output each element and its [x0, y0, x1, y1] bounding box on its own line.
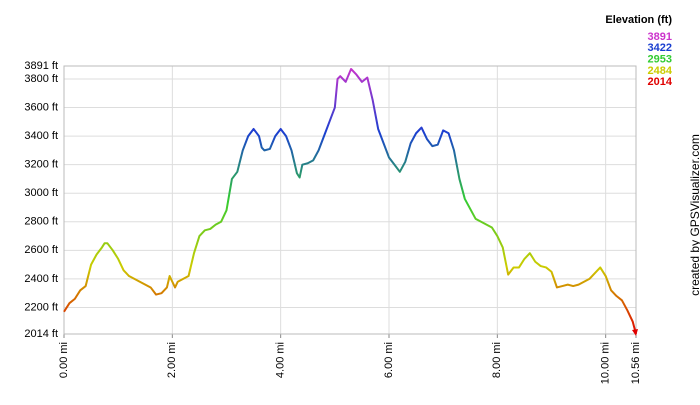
end-marker	[632, 329, 638, 336]
x-tick-label: 6.00 mi	[383, 342, 395, 378]
legend-value: 3422	[648, 42, 672, 54]
x-tick-label: 10.56 mi	[630, 342, 642, 384]
y-tick-label: 3200 ft	[24, 159, 58, 171]
legend-value: 2953	[648, 54, 672, 66]
credit: created by GPSVisualizer.com	[688, 134, 700, 296]
y-tick-label: 3600 ft	[24, 101, 58, 113]
y-tick-label: 3891 ft	[24, 60, 58, 72]
x-tick-label: 4.00 mi	[275, 342, 287, 378]
y-tick-label: 3800 ft	[24, 73, 58, 85]
legend-value: 2014	[648, 76, 673, 88]
y-tick-label: 2200 ft	[24, 301, 58, 313]
legend-value: 2484	[648, 65, 673, 77]
legend-value: 3891	[648, 31, 672, 43]
x-tick-label: 10.00 mi	[600, 342, 612, 384]
plot-border	[63, 65, 637, 335]
x-tick-label: 8.00 mi	[491, 342, 503, 378]
legend-title: Elevation (ft)	[605, 14, 672, 26]
y-tick-label: 2600 ft	[24, 244, 58, 256]
x-tick-label: 2.00 mi	[166, 342, 178, 378]
x-tick-label: 0.00 mi	[58, 342, 70, 378]
y-tick-label: 2014 ft	[24, 328, 58, 340]
y-tick-label: 2400 ft	[24, 273, 58, 285]
y-tick-label: 2800 ft	[24, 216, 58, 228]
y-tick-label: 3000 ft	[24, 187, 58, 199]
elevation-line	[63, 68, 637, 335]
y-tick-label: 3400 ft	[24, 130, 58, 142]
